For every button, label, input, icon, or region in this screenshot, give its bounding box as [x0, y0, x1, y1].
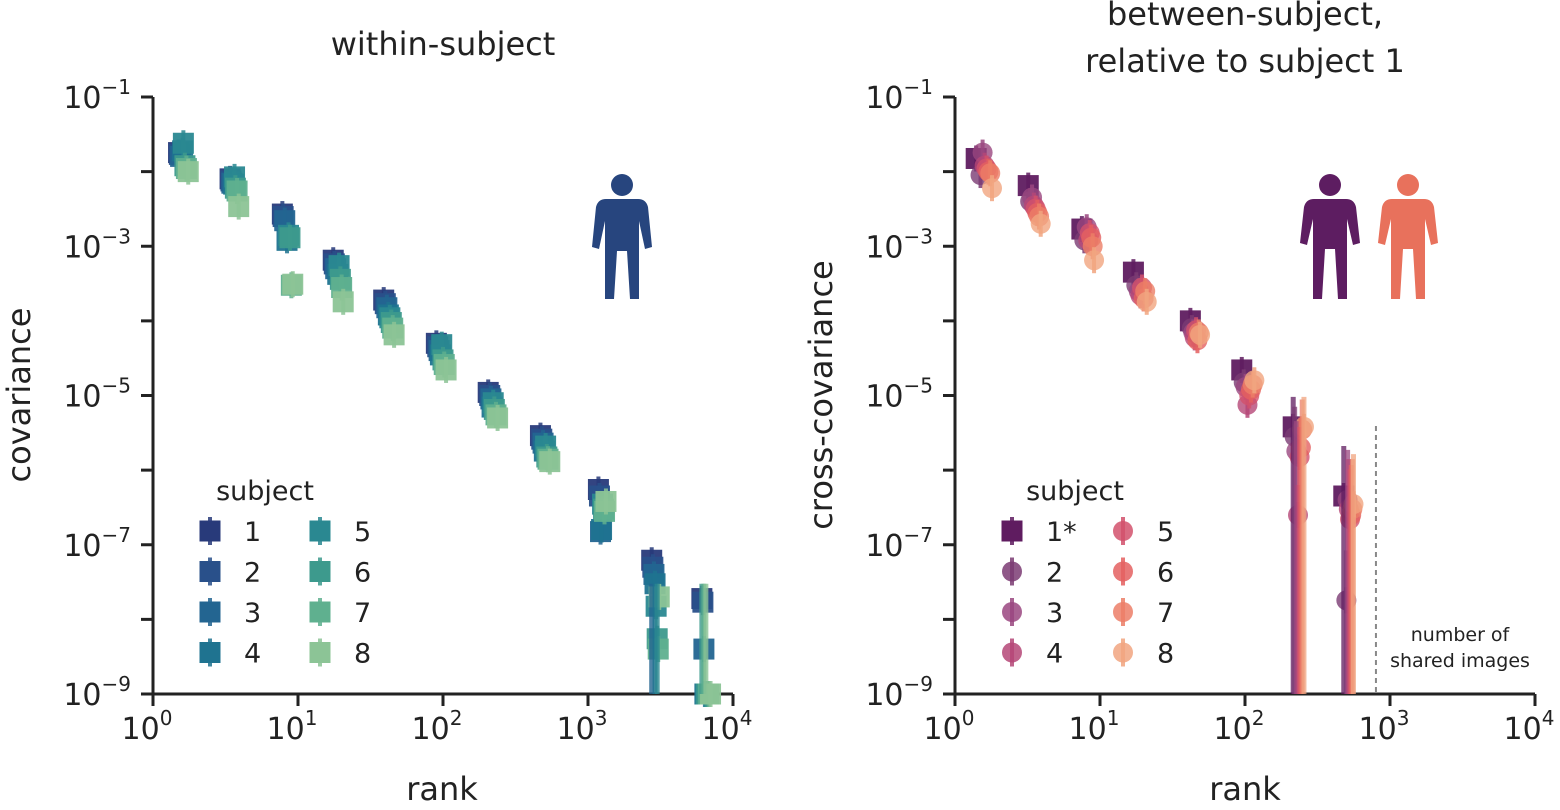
- right-legend-marker: [1113, 561, 1133, 582]
- right-legend-marker: [1113, 521, 1133, 541]
- left-x-tick-label: 104: [702, 706, 753, 747]
- left-y-tick-label: 10−7: [63, 523, 131, 564]
- left-legend-marker: [199, 642, 221, 663]
- left-legend-marker: [309, 561, 331, 582]
- right-x-tick-label: 100: [924, 706, 975, 747]
- left-point-s8-3: [332, 291, 354, 313]
- right-point-s8-4: [1190, 324, 1211, 345]
- right-legend-marker: [1113, 602, 1133, 622]
- left-x-tick-label: 100: [122, 706, 173, 747]
- right-legend-label: 6: [1157, 558, 1174, 589]
- right-y-axis-label: cross-covariance: [802, 260, 840, 529]
- left-x-tick-label: 102: [412, 706, 463, 747]
- left-point-s8-0: [177, 161, 199, 183]
- between-subject-panel: between-subject, relative to subject 1 1…: [802, 0, 1554, 808]
- left-person-icon: [592, 174, 652, 299]
- right-point-s8-2: [1084, 250, 1105, 271]
- right-legend-label: 2: [1046, 558, 1063, 589]
- right-y-tick-label: 10−5: [865, 374, 933, 415]
- right-legend-label: 5: [1157, 517, 1174, 548]
- left-point-s8-5: [435, 359, 457, 381]
- left-legend-label: 6: [354, 558, 371, 589]
- left-point-s8-4: [383, 324, 405, 346]
- right-y-tick-label: 10−3: [865, 224, 933, 265]
- left-point-s8-1: [228, 196, 250, 218]
- left-legend-label: 7: [354, 598, 371, 629]
- left-point-s8-7: [539, 451, 561, 473]
- left-title: within-subject: [331, 25, 556, 63]
- annotation-line1: number of: [1411, 624, 1511, 646]
- left-legend: subject 1 2 3 4 5 6 7 8: [199, 476, 371, 670]
- right-point-s7-0: [980, 163, 1001, 184]
- left-legend-marker: [199, 561, 221, 582]
- right-title-line2: relative to subject 1: [1085, 42, 1405, 80]
- right-legend-label: 8: [1157, 639, 1174, 670]
- left-x-tick-label: 101: [267, 706, 318, 747]
- left-legend-label: 1: [244, 517, 261, 548]
- left-legend-marker: [199, 601, 221, 623]
- right-x-tick-label: 102: [1214, 706, 1265, 747]
- right-legend: subject 1* 2 3 4 5 6 7 8: [1001, 476, 1174, 670]
- left-legend-label: 4: [244, 639, 261, 670]
- right-x-tick-label: 101: [1069, 706, 1120, 747]
- left-point-s6-2: [279, 227, 301, 249]
- right-point-s8-5: [1244, 370, 1265, 391]
- left-y-axis-label: covariance: [0, 308, 38, 483]
- left-x-axis-label: rank: [406, 770, 478, 808]
- left-point-s4-8: [591, 519, 613, 541]
- right-legend-marker: [1001, 520, 1023, 542]
- left-point-s8-6: [487, 407, 509, 429]
- right-legend-marker: [1002, 561, 1022, 582]
- right-x-tick-label: 104: [1504, 706, 1555, 747]
- left-legend-marker: [199, 520, 221, 542]
- right-legend-marker: [1113, 642, 1133, 663]
- left-legend-title: subject: [216, 476, 314, 507]
- left-point-s8-8: [595, 490, 617, 512]
- right-person-icon-light: [1378, 174, 1438, 299]
- left-point-s8-2: [282, 273, 304, 295]
- left-legend-label: 3: [244, 598, 261, 629]
- right-y-tick-label: 10−7: [865, 523, 933, 564]
- left-legend-marker: [309, 520, 331, 542]
- right-legend-title: subject: [1026, 476, 1124, 507]
- right-legend-marker: [1002, 642, 1022, 663]
- right-legend-label: 4: [1046, 639, 1063, 670]
- right-title: between-subject,: [1107, 0, 1383, 33]
- right-legend-marker: [1002, 602, 1022, 622]
- left-y-tick-label: 10−5: [63, 374, 131, 415]
- right-point-s8-0: [982, 178, 1003, 199]
- right-person-icon-dark: [1300, 174, 1360, 299]
- left-legend-marker: [309, 642, 331, 663]
- left-legend-label: 2: [244, 558, 261, 589]
- right-legend-label: 1*: [1046, 517, 1077, 548]
- right-y-tick-label: 10−9: [865, 672, 933, 713]
- right-legend-label: 7: [1157, 598, 1174, 629]
- annotation-line2: shared images: [1390, 650, 1530, 672]
- left-legend-marker: [309, 601, 331, 623]
- right-point-s8-1: [1030, 213, 1051, 234]
- right-point-s8-3: [1136, 291, 1157, 312]
- right-legend-label: 3: [1046, 598, 1063, 629]
- left-y-tick-label: 10−3: [63, 224, 131, 265]
- right-x-tick-label: 103: [1359, 706, 1410, 747]
- right-x-axis-label: rank: [1209, 770, 1281, 808]
- left-data-markers: [168, 130, 722, 707]
- left-legend-label: 5: [354, 517, 371, 548]
- left-y-tick-label: 10−9: [63, 672, 131, 713]
- right-y-tick-label: 10−1: [865, 75, 933, 116]
- left-y-tick-label: 10−1: [63, 75, 131, 116]
- right-data-markers: [965, 139, 1364, 694]
- left-legend-label: 8: [354, 639, 371, 670]
- left-x-tick-label: 103: [557, 706, 608, 747]
- left-point-s5-0: [172, 132, 194, 154]
